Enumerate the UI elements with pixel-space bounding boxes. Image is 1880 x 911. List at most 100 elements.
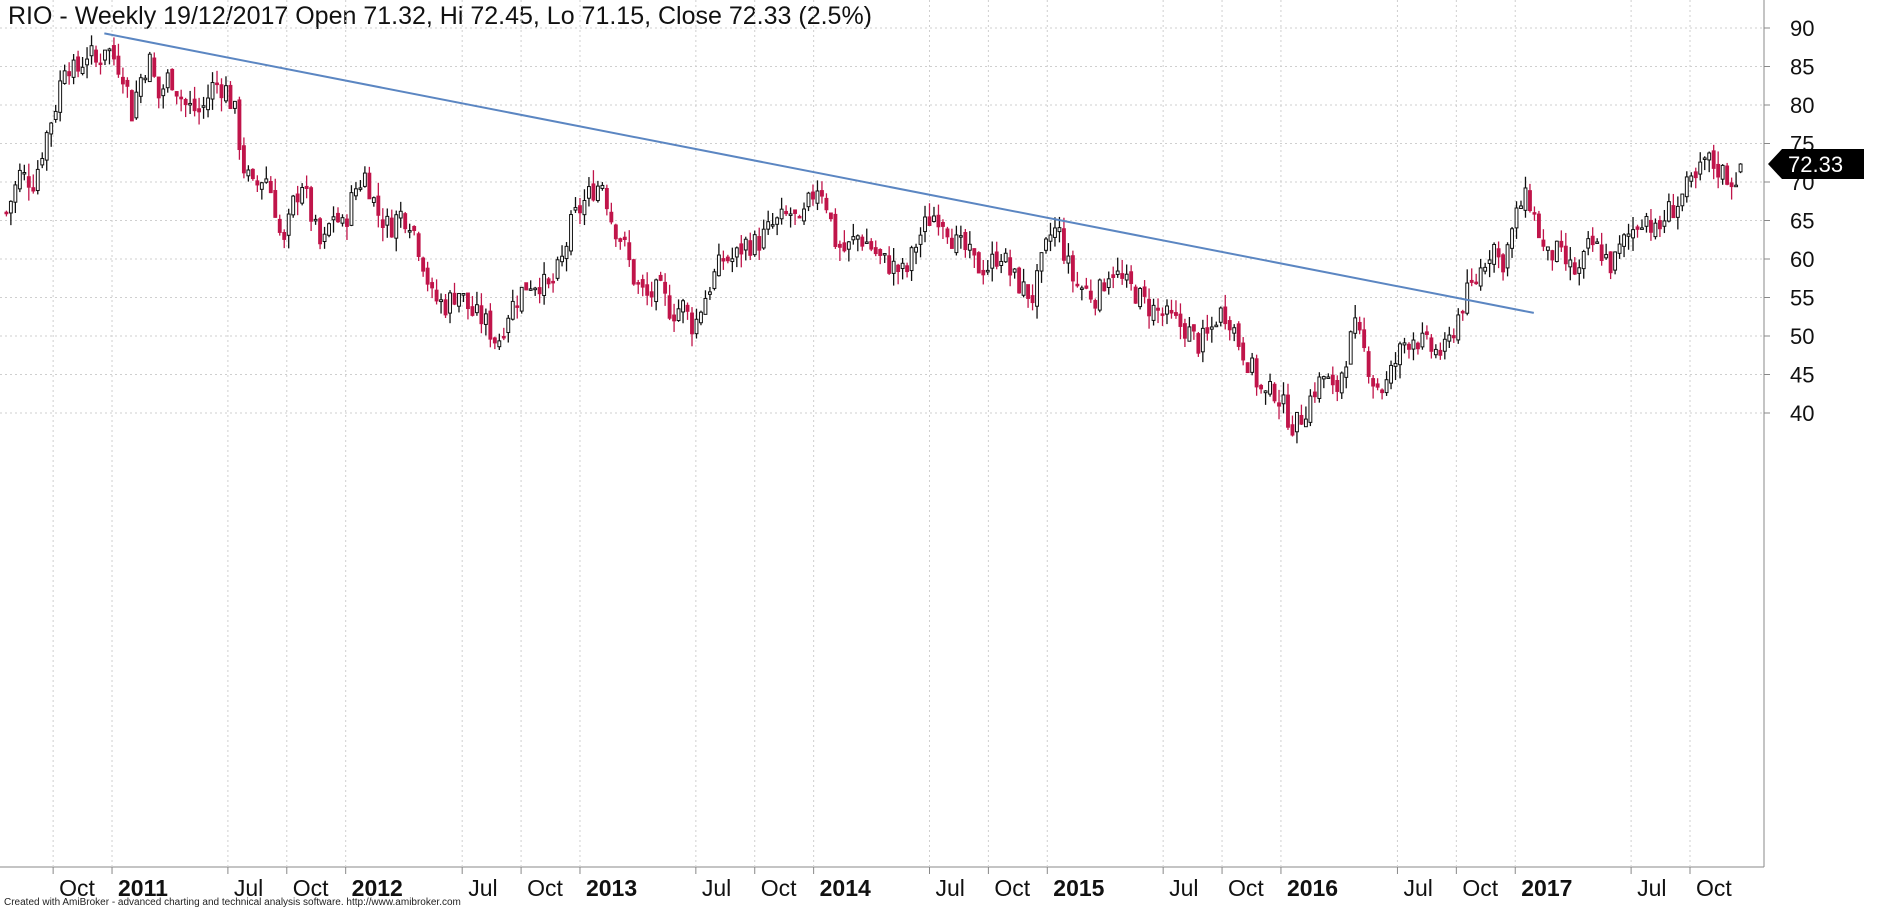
candle [918, 227, 923, 258]
candle-body [1299, 414, 1304, 425]
candle-body [1093, 300, 1098, 309]
candle-body [371, 197, 376, 203]
candle-body [1680, 193, 1685, 207]
candle-body [1554, 240, 1559, 263]
candle-body [246, 169, 251, 177]
candle-body [1008, 257, 1013, 276]
candle [1684, 171, 1689, 203]
candle-body [474, 304, 479, 314]
candle [985, 260, 990, 275]
candle [165, 69, 170, 93]
candle-body [1120, 273, 1125, 279]
footer-credit: Created with AmiBroker - advanced charti… [4, 897, 461, 908]
candle [345, 214, 349, 240]
candle-body [869, 241, 874, 250]
candle-body [345, 218, 349, 227]
candle [120, 67, 125, 94]
candle-body [1344, 366, 1349, 378]
candle-body [443, 299, 448, 316]
candle-body [416, 233, 421, 257]
candle-body [385, 215, 390, 226]
candle [1290, 415, 1295, 437]
candle [958, 225, 963, 249]
candle-body [49, 122, 54, 135]
candle [340, 214, 345, 227]
candle-body [824, 197, 829, 211]
candle [569, 210, 573, 256]
candle-body [770, 224, 775, 227]
candle-body [918, 234, 923, 245]
candle [255, 175, 260, 193]
candle [1689, 172, 1694, 188]
candle [1447, 326, 1452, 348]
candle [1465, 269, 1470, 316]
candle-body [1416, 342, 1420, 350]
candle [788, 207, 793, 228]
candle-body [1649, 219, 1653, 233]
candle-body [313, 218, 318, 222]
time-tick-label: Oct [994, 875, 1030, 901]
candle-body [1572, 262, 1577, 275]
candle-body [676, 308, 681, 322]
candle [846, 241, 851, 262]
candle [1384, 371, 1389, 396]
candle [1088, 279, 1093, 303]
candle [192, 86, 197, 117]
candle-body [1182, 323, 1187, 339]
candle [1160, 307, 1165, 326]
price-tick-label: 55 [1790, 286, 1814, 311]
candle [371, 196, 376, 207]
candle-body [1586, 238, 1591, 249]
candle-body [421, 257, 426, 272]
candle-body [1689, 175, 1694, 182]
candle-body [985, 269, 990, 273]
candle [1451, 328, 1456, 343]
candle-body [1366, 351, 1371, 377]
candle [1716, 151, 1721, 189]
candle [1407, 342, 1411, 359]
candle-body [1156, 307, 1160, 311]
candle-body [1563, 245, 1568, 265]
candle [40, 152, 45, 169]
candle [1353, 304, 1358, 339]
candle-body [1241, 342, 1246, 361]
candle [1187, 316, 1192, 342]
candle [31, 174, 36, 194]
candle-body [380, 219, 385, 228]
candle-body [842, 242, 847, 252]
candle [67, 62, 72, 85]
candle [1720, 164, 1725, 185]
candle [156, 76, 161, 109]
candle [542, 262, 547, 305]
candle [649, 281, 654, 307]
candle [1348, 330, 1353, 365]
candle [241, 137, 246, 179]
candle [1115, 257, 1120, 278]
candle-body [1716, 163, 1721, 178]
candle-body [483, 313, 488, 325]
candle-body [739, 243, 744, 255]
candle [107, 47, 112, 65]
candle-body [837, 243, 842, 248]
candle-body [1151, 304, 1156, 321]
candle-body [631, 259, 636, 285]
candle [990, 241, 995, 282]
candle [1711, 144, 1716, 180]
candle-body [1389, 364, 1393, 384]
candle [1008, 249, 1013, 287]
candle [1599, 232, 1604, 266]
candle [954, 225, 959, 256]
candle [510, 289, 515, 321]
candle [739, 235, 744, 268]
candle [1321, 375, 1326, 389]
candle-body [1138, 287, 1143, 308]
candle-body [300, 187, 305, 204]
candle-body [62, 70, 67, 84]
candle-body [613, 224, 618, 240]
candle-body [497, 340, 502, 348]
candle-body [1017, 267, 1022, 294]
candle [891, 248, 896, 286]
candle-body [1631, 229, 1635, 239]
candle [551, 273, 556, 293]
